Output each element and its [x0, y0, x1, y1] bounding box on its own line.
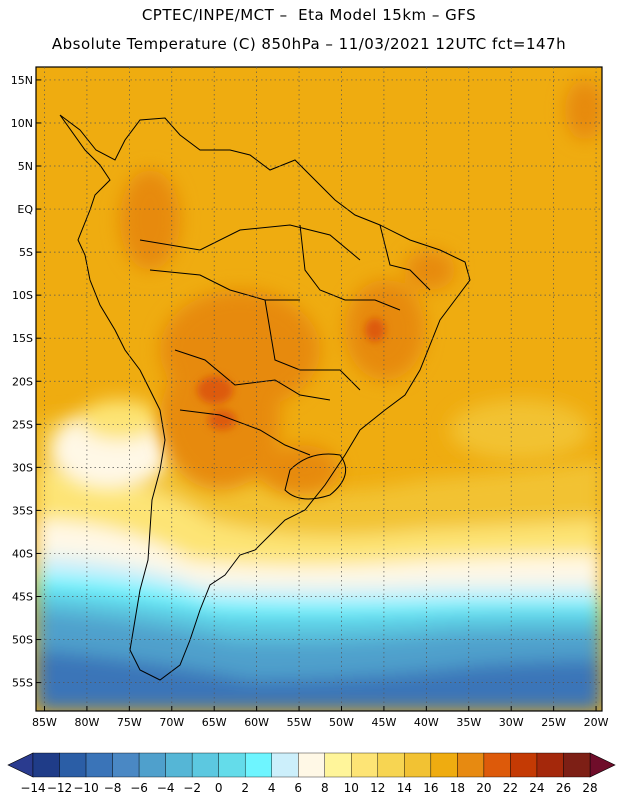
- colorbar-label: 0: [215, 781, 223, 795]
- lon-tick-label: 40W: [414, 716, 439, 729]
- longitude-labels: 85W 80W 75W 70W 65W 60W 55W 50W 45W 40W 35W 30W 25W 2…: [32, 716, 609, 729]
- grid-lines: [36, 67, 602, 711]
- colorbar-swatch: [457, 752, 485, 778]
- colorbar-swatch: [244, 752, 272, 778]
- coastline: [59, 114, 471, 681]
- colorbar-label: −4: [157, 781, 175, 795]
- colorbar-swatch: [32, 752, 60, 778]
- colorbar-label: 22: [503, 781, 518, 795]
- lat-tick-label: 5N: [18, 160, 33, 173]
- latitude-labels: 15N 10N 5N EQ 5S 10S 15S 20S 25S 30S 35S 40S 45S 50S 5…: [11, 74, 34, 690]
- colorbar-label: 2: [241, 781, 249, 795]
- lon-tick-label: 85W: [32, 716, 57, 729]
- colorbar-swatch: [510, 752, 538, 778]
- lon-tick-label: 35W: [456, 716, 481, 729]
- lon-tick-label: 50W: [329, 716, 354, 729]
- map-frame: [35, 66, 603, 712]
- colorbar-swatch: [165, 752, 193, 778]
- colorbar-swatch: [112, 752, 140, 778]
- lat-tick-label: 50S: [12, 634, 33, 647]
- lon-tick-label: 30W: [499, 716, 524, 729]
- colorbar-swatch: [191, 752, 219, 778]
- colorbar-swatch: [138, 752, 166, 778]
- colorbar-label: 16: [423, 781, 438, 795]
- lat-tick-label: 20S: [12, 375, 33, 388]
- lat-tick-label: 15S: [12, 332, 33, 345]
- temperature-field: [36, 67, 602, 711]
- colorbar: [7, 752, 616, 778]
- lat-tick-label: 15N: [11, 74, 33, 87]
- lat-tick-label: 10N: [11, 117, 33, 130]
- colorbar-label: 10: [344, 781, 359, 795]
- lon-tick-label: 75W: [117, 716, 142, 729]
- colorbar-swatch: [271, 752, 299, 778]
- lat-tick-label: 30S: [12, 461, 33, 474]
- lat-tick-label: EQ: [17, 203, 33, 216]
- colorbar-label: −2: [183, 781, 201, 795]
- colorbar-label: −6: [130, 781, 148, 795]
- colorbar-swatch: [377, 752, 405, 778]
- colorbar-swatch: [430, 752, 458, 778]
- lat-tick-label: 5S: [19, 246, 33, 259]
- lon-tick-label: 60W: [244, 716, 269, 729]
- colorbar-label: 18: [450, 781, 465, 795]
- lat-tick-label: 25S: [12, 418, 33, 431]
- lat-tick-label: 10S: [12, 289, 33, 302]
- lat-tick-label: 55S: [12, 677, 33, 690]
- colorbar-left-arrow: [7, 752, 34, 778]
- colorbar-right-arrow: [589, 752, 616, 778]
- colorbar-labels: −14 −12 −10 −8 −6 −4 −2 0 2 4 6 8 10 12 14 16 18 20 22 24 26…: [20, 781, 597, 795]
- lon-tick-label: 80W: [74, 716, 99, 729]
- colorbar-swatch: [324, 752, 352, 778]
- colorbar-label: 6: [294, 781, 302, 795]
- colorbar-label: −10: [73, 781, 98, 795]
- colorbar-swatch: [536, 752, 564, 778]
- colorbar-label: −12: [47, 781, 72, 795]
- colorbar-label: 12: [370, 781, 385, 795]
- colorbar-swatch: [218, 752, 246, 778]
- colorbar-label: 4: [268, 781, 276, 795]
- chart-title-line2: Absolute Temperature (C) 850hPa – 11/03/…: [51, 35, 567, 53]
- chart-title-line1: CPTEC/INPE/MCT – Eta Model 15km – GFS: [141, 6, 477, 24]
- colorbar-swatch: [483, 752, 511, 778]
- lat-tick-label: 40S: [12, 547, 33, 560]
- lon-tick-label: 70W: [159, 716, 184, 729]
- colorbar-label: −14: [20, 781, 45, 795]
- colorbar-swatch: [298, 752, 325, 778]
- colorbar-swatch: [85, 752, 113, 778]
- colorbar-label: −8: [104, 781, 122, 795]
- lat-tick-label: 45S: [12, 590, 33, 603]
- lon-tick-label: 65W: [202, 716, 227, 729]
- colorbar-swatch: [404, 752, 432, 778]
- colorbar-swatch: [59, 752, 87, 778]
- colorbar-swatch: [351, 752, 379, 778]
- colorbar-label: 14: [397, 781, 412, 795]
- colorbar-label: 20: [476, 781, 491, 795]
- lon-tick-label: 45W: [371, 716, 396, 729]
- colorbar-label: 28: [582, 781, 597, 795]
- lon-tick-label: 25W: [541, 716, 566, 729]
- lon-tick-label: 55W: [287, 716, 312, 729]
- lon-tick-label: 20W: [584, 716, 609, 729]
- lat-tick-label: 35S: [12, 504, 33, 517]
- colorbar-label: 8: [321, 781, 329, 795]
- colorbar-swatch: [563, 752, 591, 778]
- colorbar-label: 24: [529, 781, 544, 795]
- colorbar-label: 26: [556, 781, 571, 795]
